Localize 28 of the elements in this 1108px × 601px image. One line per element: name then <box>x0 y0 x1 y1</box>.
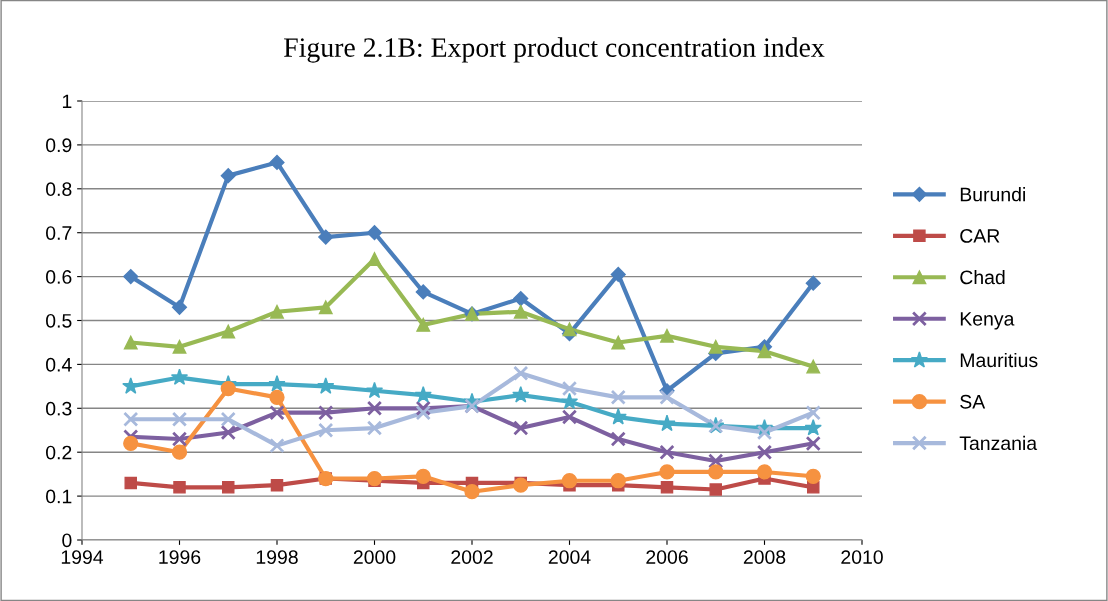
y-tick-label: 0.9 <box>46 138 72 153</box>
x-tick-label: 2000 <box>353 550 396 564</box>
y-tick-label: 0.6 <box>46 270 72 284</box>
legend-label: CAR <box>960 229 1000 243</box>
y-tick-label: 0.2 <box>46 445 72 460</box>
y-tick-label: 0.3 <box>46 401 72 416</box>
x-tick-label: 2004 <box>548 550 591 564</box>
x-tick-label: 1994 <box>61 550 104 564</box>
legend-label: Burundi <box>960 187 1025 202</box>
x-tick-label: 2006 <box>646 550 688 564</box>
x-tick-label: 2002 <box>451 550 493 564</box>
y-tick-label: 0.4 <box>46 357 72 372</box>
legend-label: Chad <box>960 269 1005 285</box>
y-tick-label: 0.5 <box>46 313 72 328</box>
y-tick-label: 0 <box>62 533 72 548</box>
y-tick-label: 1 <box>62 94 72 109</box>
legend-label: SA <box>960 394 986 409</box>
legend-label: Mauritius <box>960 352 1038 368</box>
x-tick-label: 2010 <box>841 550 883 564</box>
x-tick-label: 2008 <box>743 550 786 564</box>
y-tick-label: 0.8 <box>46 182 72 197</box>
y-tick-label: 0.1 <box>46 489 72 504</box>
y-tick-label: 0.7 <box>46 226 72 240</box>
chart-title: Figure 2.1B: Export product concentration index <box>284 37 825 63</box>
x-tick-label: 1996 <box>159 550 201 564</box>
x-tick-label: 1998 <box>256 550 298 564</box>
legend-label: Kenya <box>960 312 1015 330</box>
legend-label: Tanzania <box>959 435 1038 451</box>
